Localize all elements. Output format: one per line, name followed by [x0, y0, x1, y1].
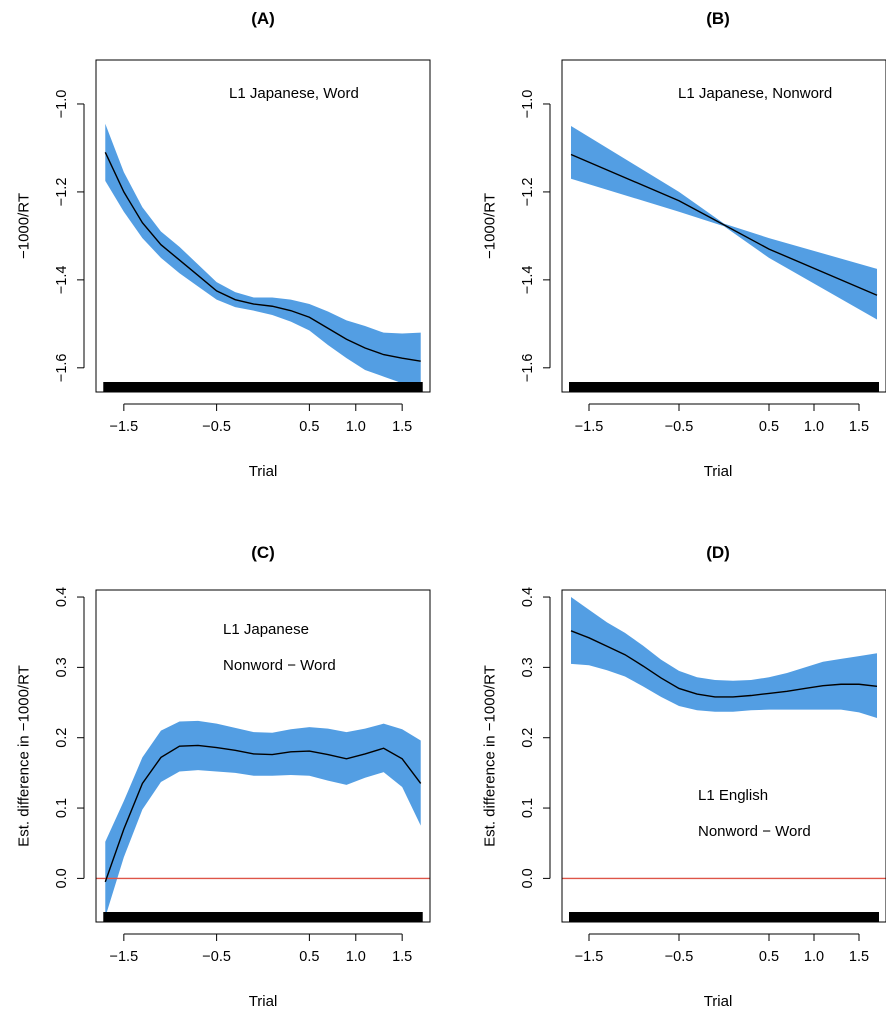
y-axis: −1.6 −1.4 −1.2 −1.0	[54, 90, 85, 383]
y-tick-label: 0.2	[54, 728, 70, 748]
x-tick-label: −0.5	[665, 949, 694, 965]
x-tick-label: 1.5	[392, 419, 412, 435]
x-tick-label: 1.5	[849, 949, 869, 965]
x-axis-label: Trial	[249, 463, 278, 480]
y-axis-label: −1000/RT	[16, 193, 33, 259]
x-tick-label: 1.0	[804, 949, 824, 965]
fitted-curve	[104, 152, 421, 362]
y-tick-label: −1.0	[54, 90, 70, 119]
panel-b: −1.5 −0.5 0.5 1.0 1.5 −1.6 −1.4 −1.2 −1.0 (B) Tria…	[482, 9, 886, 480]
x-tick-label: 0.5	[299, 949, 319, 965]
y-axis-label: Est. difference in −1000/RT	[16, 665, 33, 847]
x-tick-label: −1.5	[110, 419, 139, 435]
y-axis: 0.0 0.1 0.2 0.3 0.4	[520, 587, 551, 888]
y-tick-label: 0.3	[54, 657, 70, 677]
x-tick-label: −1.5	[575, 949, 604, 965]
x-tick-label: −0.5	[665, 419, 694, 435]
panel-c: −1.5 −0.5 0.5 1.0 1.5 0.0 0.1 0.2 0.3 0.4 (C) Trial…	[16, 543, 431, 1010]
y-tick-label: 0.2	[520, 728, 536, 748]
rug-marks	[569, 382, 879, 392]
y-tick-label: −1.4	[54, 266, 70, 295]
panel-annotation: L1 Japanese	[223, 621, 309, 638]
x-tick-label: −0.5	[202, 949, 231, 965]
x-axis: −1.5 −0.5 0.5 1.0 1.5	[110, 403, 412, 435]
panel-annotation: Nonword − Word	[698, 823, 811, 840]
confidence-band	[571, 125, 877, 320]
panel-title: (B)	[706, 9, 730, 28]
panel-d: −1.5 −0.5 0.5 1.0 1.5 0.0 0.1 0.2 0.3 0.4 (D) Trial…	[482, 543, 886, 1010]
x-tick-label: −0.5	[202, 419, 231, 435]
fitted-curve	[104, 744, 422, 883]
x-tick-label: 1.0	[804, 419, 824, 435]
y-tick-label: 0.4	[54, 587, 70, 607]
panel-a: −1.5 −0.5 0.5 1.0 1.5 −1.6 −1.4 −1.2 −1.0 (A) Tria…	[16, 9, 431, 480]
x-tick-label: 1.5	[392, 949, 412, 965]
plot-frame	[561, 59, 886, 393]
y-tick-label: −1.4	[520, 266, 536, 295]
y-tick-label: −1.2	[520, 178, 536, 207]
plot-frame	[95, 59, 431, 393]
x-axis-label: Trial	[704, 993, 733, 1010]
y-tick-label: −1.0	[520, 90, 536, 119]
confidence-band	[105, 720, 421, 918]
plot-frame	[561, 589, 886, 923]
x-tick-label: −1.5	[110, 949, 139, 965]
plot-area	[562, 597, 886, 922]
y-axis-label: Est. difference in −1000/RT	[482, 665, 499, 847]
rug-marks	[103, 912, 423, 922]
x-axis: −1.5 −0.5 0.5 1.0 1.5	[110, 933, 412, 965]
y-tick-label: 0.0	[520, 868, 536, 888]
x-tick-label: 0.5	[759, 419, 779, 435]
x-tick-label: 1.5	[849, 419, 869, 435]
confidence-band	[105, 123, 421, 390]
panel-annotation: L1 Japanese, Nonword	[678, 85, 832, 102]
y-tick-label: 0.3	[520, 657, 536, 677]
x-tick-label: 1.0	[346, 949, 366, 965]
plot-area	[103, 123, 423, 392]
x-axis: −1.5 −0.5 0.5 1.0 1.5	[575, 933, 869, 965]
fitted-curve	[570, 630, 878, 698]
x-tick-label: −1.5	[575, 419, 604, 435]
y-axis: −1.6 −1.4 −1.2 −1.0	[520, 90, 551, 383]
panel-annotation: L1 English	[698, 787, 768, 804]
y-tick-label: −1.2	[54, 178, 70, 207]
y-tick-label: 0.1	[54, 798, 70, 818]
y-tick-label: 0.0	[54, 868, 70, 888]
plot-area	[569, 125, 879, 392]
x-axis-label: Trial	[249, 993, 278, 1010]
y-axis-label: −1000/RT	[482, 193, 499, 259]
y-tick-label: −1.6	[520, 354, 536, 383]
x-axis: −1.5 −0.5 0.5 1.0 1.5	[575, 403, 869, 435]
panel-title: (C)	[251, 543, 275, 562]
x-axis-label: Trial	[704, 463, 733, 480]
confidence-band	[571, 597, 877, 719]
x-tick-label: 1.0	[346, 419, 366, 435]
rug-marks	[103, 382, 423, 392]
y-tick-label: −1.6	[54, 354, 70, 383]
x-tick-label: 0.5	[299, 419, 319, 435]
y-tick-label: 0.1	[520, 798, 536, 818]
y-axis: 0.0 0.1 0.2 0.3 0.4	[54, 587, 85, 888]
y-tick-label: 0.4	[520, 587, 536, 607]
x-tick-label: 0.5	[759, 949, 779, 965]
rug-marks	[569, 912, 879, 922]
panel-annotation: Nonword − Word	[223, 657, 336, 674]
panel-title: (D)	[706, 543, 730, 562]
fitted-curve	[570, 153, 878, 296]
panel-title: (A)	[251, 9, 275, 28]
plot-area	[96, 720, 430, 922]
plot-frame	[95, 589, 431, 923]
panel-annotation: L1 Japanese, Word	[229, 85, 359, 102]
